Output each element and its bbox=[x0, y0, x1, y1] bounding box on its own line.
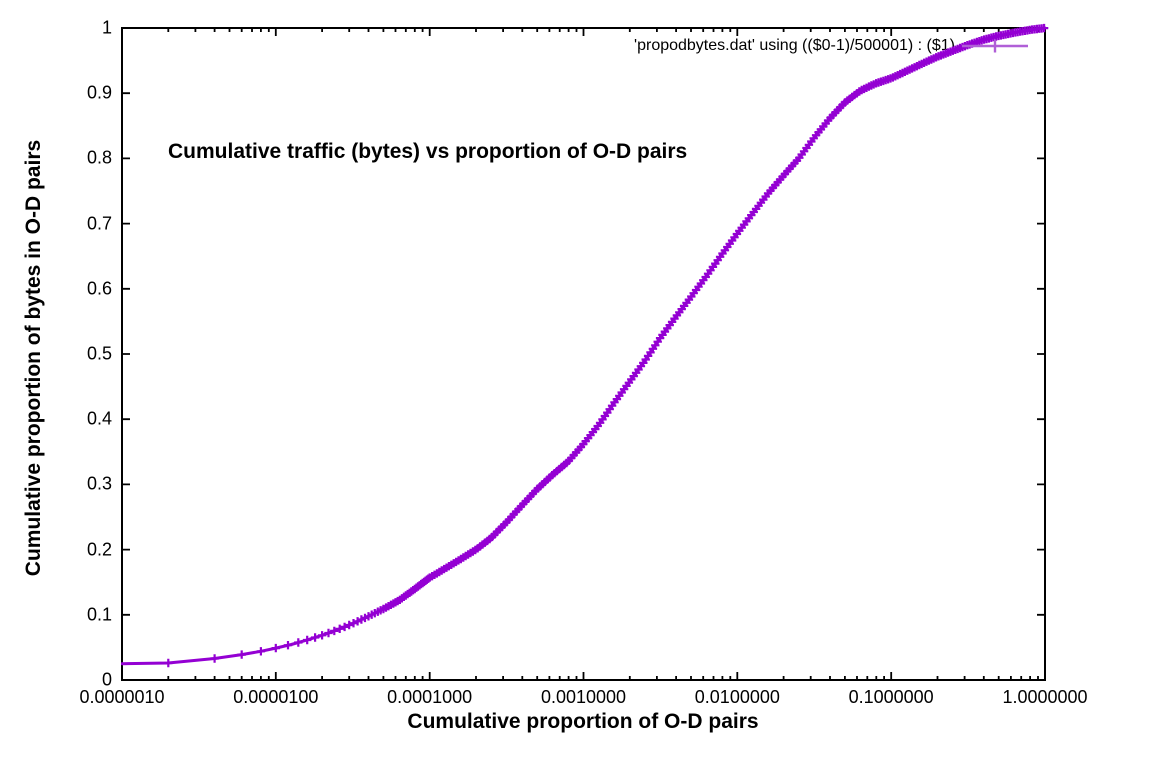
y-tick-label: 0.5 bbox=[86, 343, 112, 364]
chart-title: Cumulative traffic (bytes) vs proportion… bbox=[168, 140, 688, 163]
plot-border bbox=[121, 27, 1046, 681]
x-tick-label: 0.0100000 bbox=[694, 687, 780, 707]
y-tick-label: 0.7 bbox=[86, 213, 112, 234]
legend-label: 'propodbytes.dat' using (($0-1)/500001) … bbox=[634, 37, 955, 54]
y-tick-label: 0.1 bbox=[86, 604, 112, 625]
curve-markers bbox=[164, 23, 1049, 668]
axis-ticks bbox=[121, 27, 1046, 681]
legend-sample-line bbox=[962, 39, 1028, 53]
x-tick-label: 0.0000100 bbox=[233, 687, 319, 707]
x-tick-label: 0.1000000 bbox=[848, 687, 934, 707]
curve-line bbox=[121, 26, 1047, 666]
y-tick-label: 0.2 bbox=[86, 539, 112, 560]
y-tick-label: 0 bbox=[101, 669, 112, 690]
x-tick-label: 0.0001000 bbox=[387, 687, 473, 707]
y-tick-label: 0.9 bbox=[86, 82, 112, 103]
y-tick-label: 0.3 bbox=[86, 473, 112, 494]
y-tick-label: 1 bbox=[101, 17, 112, 38]
y-tick-label: 0.6 bbox=[86, 278, 112, 299]
x-tick-label: 0.0010000 bbox=[540, 687, 627, 707]
y-tick-label: 0.8 bbox=[86, 147, 112, 168]
y-tick-label: 0.4 bbox=[86, 408, 112, 429]
x-tick-label: 1.0000000 bbox=[1002, 687, 1088, 707]
x-tick-label: 0.0000010 bbox=[79, 687, 165, 707]
x-axis-label: Cumulative proportion of O-D pairs bbox=[407, 710, 759, 733]
